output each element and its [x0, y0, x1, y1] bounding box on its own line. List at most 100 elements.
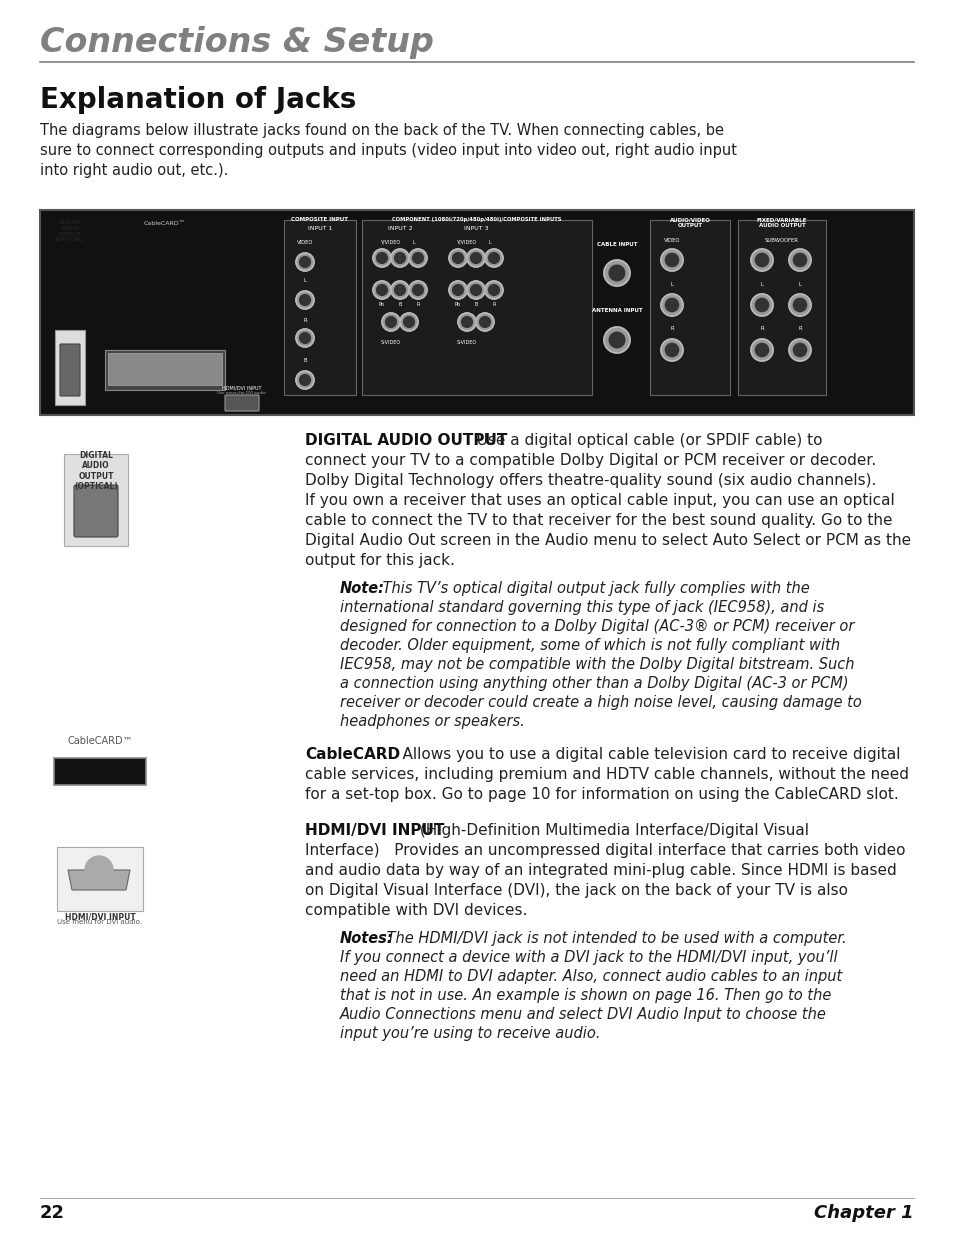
Circle shape — [467, 249, 484, 267]
Circle shape — [609, 332, 624, 348]
Circle shape — [664, 253, 678, 267]
Circle shape — [603, 327, 629, 353]
Circle shape — [373, 249, 391, 267]
Circle shape — [793, 343, 805, 357]
Circle shape — [295, 370, 314, 389]
Text: VIDEO: VIDEO — [296, 240, 313, 245]
Circle shape — [660, 249, 682, 270]
Circle shape — [373, 282, 391, 299]
Circle shape — [788, 338, 810, 361]
Text: R: R — [303, 317, 307, 324]
Circle shape — [603, 261, 629, 287]
Circle shape — [660, 294, 682, 316]
Text: SUBWOOFER: SUBWOOFER — [764, 238, 798, 243]
Circle shape — [299, 332, 310, 343]
Text: Use menu for DVI audio.: Use menu for DVI audio. — [57, 919, 142, 925]
Text: cable to connect the TV to that receiver for the best sound quality. Go to the: cable to connect the TV to that receiver… — [305, 513, 892, 529]
Text: connect your TV to a compatible Dolby Digital or PCM receiver or decoder.: connect your TV to a compatible Dolby Di… — [305, 453, 876, 468]
Circle shape — [299, 374, 310, 385]
Text: CableCARD™: CableCARD™ — [144, 221, 186, 226]
Circle shape — [470, 253, 481, 263]
Circle shape — [664, 343, 678, 357]
Text: into right audio out, etc.).: into right audio out, etc.). — [40, 163, 228, 178]
Circle shape — [788, 294, 810, 316]
Circle shape — [788, 249, 810, 270]
Text: FIXED/VARIABLE
AUDIO OUTPUT: FIXED/VARIABLE AUDIO OUTPUT — [756, 217, 806, 227]
Text: Y/VIDEO: Y/VIDEO — [379, 240, 399, 245]
Text: Pb: Pb — [378, 303, 385, 308]
Text: L: L — [413, 240, 415, 245]
Circle shape — [376, 284, 387, 295]
FancyBboxPatch shape — [225, 395, 258, 411]
Text: Explanation of Jacks: Explanation of Jacks — [40, 86, 356, 114]
Circle shape — [299, 257, 310, 268]
Circle shape — [295, 291, 314, 309]
FancyBboxPatch shape — [284, 220, 355, 395]
Circle shape — [755, 253, 768, 267]
FancyBboxPatch shape — [64, 454, 128, 546]
Text: S-VIDEO: S-VIDEO — [380, 340, 400, 345]
Text: Use menu for DVI audio.: Use menu for DVI audio. — [217, 391, 267, 395]
Text: R: R — [798, 326, 801, 331]
Text: input you’re using to receive audio.: input you’re using to receive audio. — [339, 1026, 599, 1041]
Circle shape — [391, 249, 409, 267]
Text: L: L — [760, 282, 762, 287]
Circle shape — [409, 249, 427, 267]
Text: compatible with DVI devices.: compatible with DVI devices. — [305, 903, 527, 918]
FancyBboxPatch shape — [57, 847, 143, 911]
Circle shape — [299, 295, 310, 305]
Circle shape — [295, 329, 314, 347]
Circle shape — [750, 249, 772, 270]
Text: L: L — [798, 282, 801, 287]
Text: INPUT 2: INPUT 2 — [387, 226, 412, 231]
Text: IEC958, may not be compatible with the Dolby Digital bitstream. Such: IEC958, may not be compatible with the D… — [339, 657, 854, 672]
Circle shape — [457, 312, 476, 331]
Circle shape — [609, 266, 624, 280]
Text: on Digital Visual Interface (DVI), the jack on the back of your TV is also: on Digital Visual Interface (DVI), the j… — [305, 883, 847, 898]
Text: cable services, including premium and HDTV cable channels, without the need: cable services, including premium and HD… — [305, 767, 908, 782]
Circle shape — [385, 316, 396, 327]
Text: VIDEO: VIDEO — [663, 238, 679, 243]
Circle shape — [467, 282, 484, 299]
Circle shape — [391, 282, 409, 299]
Circle shape — [488, 253, 498, 263]
Text: Audio Connections menu and select DVI Audio Input to choose the: Audio Connections menu and select DVI Au… — [339, 1007, 826, 1023]
FancyBboxPatch shape — [361, 220, 592, 395]
Text: The diagrams below illustrate jacks found on the back of the TV. When connecting: The diagrams below illustrate jacks foun… — [40, 124, 723, 138]
Text: Digital Audio Out screen in the Audio menu to select Auto Select or PCM as the: Digital Audio Out screen in the Audio me… — [305, 534, 910, 548]
Circle shape — [484, 249, 502, 267]
Text: Pb: Pb — [455, 303, 460, 308]
Text: headphones or speakers.: headphones or speakers. — [339, 714, 524, 729]
Text: a connection using anything other than a Dolby Digital (AC-3 or PCM): a connection using anything other than a… — [339, 676, 848, 692]
Text: Dolby Digital Technology offers theatre-quality sound (six audio channels).: Dolby Digital Technology offers theatre-… — [305, 473, 876, 488]
Text: (High-Definition Multimedia Interface/Digital Visual: (High-Definition Multimedia Interface/Di… — [415, 823, 808, 839]
Text: B: B — [474, 303, 477, 308]
Text: ANTENNA INPUT: ANTENNA INPUT — [591, 308, 641, 312]
Text: Allows you to use a digital cable television card to receive digital: Allows you to use a digital cable televi… — [382, 747, 900, 762]
Text: Note:: Note: — [339, 580, 385, 597]
Text: R: R — [416, 303, 419, 308]
Text: If you own a receiver that uses an optical cable input, you can use an optical: If you own a receiver that uses an optic… — [305, 493, 894, 508]
Text: HDMI/DVI INPUT: HDMI/DVI INPUT — [65, 913, 135, 923]
Text: output for this jack.: output for this jack. — [305, 553, 455, 568]
Text: HDMI/DVI INPUT: HDMI/DVI INPUT — [222, 387, 261, 391]
Text: Connections & Setup: Connections & Setup — [40, 26, 434, 59]
Text: 22: 22 — [40, 1204, 65, 1221]
Text: COMPONENT (1080i/720p/480p/480i)/COMPOSITE INPUTS: COMPONENT (1080i/720p/480p/480i)/COMPOSI… — [392, 217, 561, 222]
Text: decoder. Older equipment, some of which is not fully compliant with: decoder. Older equipment, some of which … — [339, 638, 840, 653]
Text: B: B — [303, 358, 307, 363]
Circle shape — [476, 312, 494, 331]
Circle shape — [295, 253, 314, 270]
Circle shape — [449, 282, 467, 299]
Circle shape — [755, 343, 768, 357]
Text: and audio data by way of an integrated mini-plug cable. Since HDMI is based: and audio data by way of an integrated m… — [305, 863, 896, 878]
Text: If you connect a device with a DVI jack to the HDMI/DVI input, you’ll: If you connect a device with a DVI jack … — [339, 950, 837, 965]
Text: INPUT 1: INPUT 1 — [308, 226, 332, 231]
Circle shape — [452, 284, 463, 295]
Circle shape — [452, 253, 463, 263]
Text: L: L — [303, 278, 306, 283]
Text: AUDIO/VIDEO
OUTPUT: AUDIO/VIDEO OUTPUT — [669, 217, 710, 227]
Text: COMPOSITE INPUT: COMPOSITE INPUT — [292, 217, 348, 222]
Text: INPUT 3: INPUT 3 — [463, 226, 488, 231]
Text: R: R — [760, 326, 763, 331]
